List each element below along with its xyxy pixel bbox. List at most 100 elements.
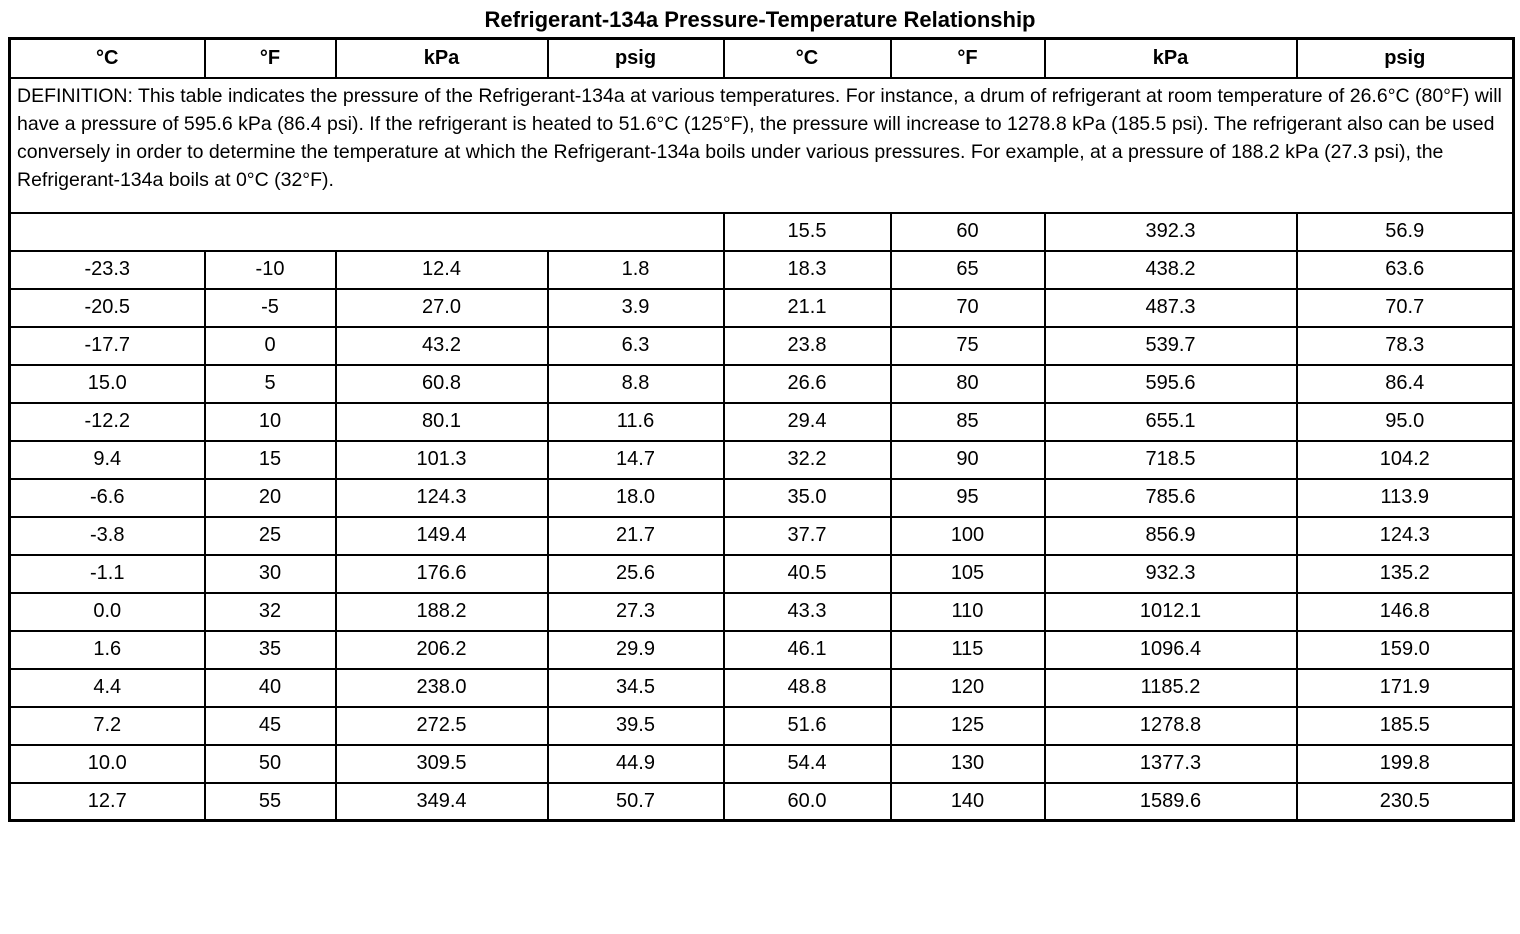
table-cell: 392.3: [1043, 211, 1298, 252]
table-cell: 15: [203, 439, 337, 480]
table-cell: 932.3: [1043, 553, 1298, 594]
table-row: -1.1 30 176.6 25.6 40.5 105 932.3 135.2: [8, 553, 1515, 594]
table-cell: 14.7: [546, 439, 725, 480]
definition-text: DEFINITION: This table indicates the pre…: [8, 76, 1515, 214]
column-header-celsius-right: °C: [722, 37, 892, 79]
table-cell: 113.9: [1295, 477, 1515, 518]
table-cell: 65: [889, 249, 1046, 290]
table-cell: 43.2: [334, 325, 549, 366]
table-cell: 171.9: [1295, 667, 1515, 708]
table-cell: 15.0: [8, 363, 206, 404]
table-body: 15.5 60 392.3 56.9 -23.3 -10 12.4 1.8 18.3 65 438.…: [8, 211, 1515, 822]
table-cell: 39.5: [546, 705, 725, 746]
table-cell: 26.6: [722, 363, 892, 404]
table-cell: 5: [203, 363, 337, 404]
table-cell: 32.2: [722, 439, 892, 480]
table-cell: 12.7: [8, 781, 206, 822]
table-cell: 78.3: [1295, 325, 1515, 366]
column-header-fahrenheit-left: °F: [203, 37, 337, 79]
column-header-kpa-left: kPa: [334, 37, 549, 79]
pressure-temperature-table: °C °F kPa psig °C °F kPa psig DEFINITION…: [8, 37, 1515, 822]
table-row: 4.4 40 238.0 34.5 48.8 120 1185.2 171.9: [8, 667, 1515, 708]
table-cell: 90: [889, 439, 1046, 480]
table-cell: -6.6: [8, 477, 206, 518]
table-cell: 60.0: [722, 781, 892, 822]
table-cell: -3.8: [8, 515, 206, 556]
column-header-psig-right: psig: [1295, 37, 1515, 79]
table-cell: 176.6: [334, 553, 549, 594]
table-cell: -23.3: [8, 249, 206, 290]
table-cell: 230.5: [1295, 781, 1515, 822]
table-cell: 23.8: [722, 325, 892, 366]
table-cell: 188.2: [334, 591, 549, 632]
table-cell: 95: [889, 477, 1046, 518]
table-cell: 595.6: [1043, 363, 1298, 404]
table-cell: 43.3: [722, 591, 892, 632]
table-cell: 60.8: [334, 363, 549, 404]
table-cell: 130: [889, 743, 1046, 784]
table-cell: 785.6: [1043, 477, 1298, 518]
table-cell: 438.2: [1043, 249, 1298, 290]
table-cell: 4.4: [8, 667, 206, 708]
table-cell: 80.1: [334, 401, 549, 442]
table-cell: 0: [203, 325, 337, 366]
table-cell: 238.0: [334, 667, 549, 708]
table-row: -23.3 -10 12.4 1.8 18.3 65 438.2 63.6: [8, 249, 1515, 290]
table-cell: 10: [203, 401, 337, 442]
table-cell: 35: [203, 629, 337, 670]
table-cell: 50.7: [546, 781, 725, 822]
table-cell: -17.7: [8, 325, 206, 366]
table-cell: 11.6: [546, 401, 725, 442]
column-header-psig-left: psig: [546, 37, 725, 79]
table-cell: 146.8: [1295, 591, 1515, 632]
table-cell: 85: [889, 401, 1046, 442]
table-cell: 0.0: [8, 591, 206, 632]
table-cell: 1185.2: [1043, 667, 1298, 708]
table-cell: 80: [889, 363, 1046, 404]
table-cell: 55: [203, 781, 337, 822]
table-cell: 40: [203, 667, 337, 708]
table-cell: 15.5: [722, 211, 892, 252]
column-header-kpa-right: kPa: [1043, 37, 1298, 79]
table-row: 0.0 32 188.2 27.3 43.3 110 1012.1 146.8: [8, 591, 1515, 632]
table-row: 15.5 60 392.3 56.9: [8, 211, 1515, 252]
table-cell: 75: [889, 325, 1046, 366]
table-cell: 25: [203, 515, 337, 556]
table-cell: 27.3: [546, 591, 725, 632]
table-cell: 56.9: [1295, 211, 1515, 252]
table-cell: 70: [889, 287, 1046, 328]
table-cell: 48.8: [722, 667, 892, 708]
table-cell: 1.8: [546, 249, 725, 290]
table-cell: 149.4: [334, 515, 549, 556]
table-cell: 1012.1: [1043, 591, 1298, 632]
column-header-fahrenheit-right: °F: [889, 37, 1046, 79]
column-header-celsius-left: °C: [8, 37, 206, 79]
table-cell: 18.3: [722, 249, 892, 290]
table-cell: 54.4: [722, 743, 892, 784]
table-cell: 29.9: [546, 629, 725, 670]
table-cell: 104.2: [1295, 439, 1515, 480]
table-row: 15.0 5 60.8 8.8 26.6 80 595.6 86.4: [8, 363, 1515, 404]
table-cell: 1377.3: [1043, 743, 1298, 784]
table-cell: 25.6: [546, 553, 725, 594]
page-title: Refrigerant-134a Pressure-Temperature Re…: [484, 7, 1036, 32]
table-cell: -1.1: [8, 553, 206, 594]
table-row: 9.4 15 101.3 14.7 32.2 90 718.5 104.2: [8, 439, 1515, 480]
table-cell: 86.4: [1295, 363, 1515, 404]
table-cell: 40.5: [722, 553, 892, 594]
table-cell: 46.1: [722, 629, 892, 670]
table-cell: 12.4: [334, 249, 549, 290]
table-cell: 159.0: [1295, 629, 1515, 670]
table-cell: 27.0: [334, 287, 549, 328]
table-cell: 50: [203, 743, 337, 784]
table-cell: 3.9: [546, 287, 725, 328]
table-cell: -10: [203, 249, 337, 290]
header-row: °C °F kPa psig °C °F kPa psig: [8, 37, 1515, 79]
table-cell: 34.5: [546, 667, 725, 708]
table-cell: 655.1: [1043, 401, 1298, 442]
table-cell: 110: [889, 591, 1046, 632]
table-cell: 8.8: [546, 363, 725, 404]
table-cell: 124.3: [334, 477, 549, 518]
table-cell: -20.5: [8, 287, 206, 328]
table-cell: 199.8: [1295, 743, 1515, 784]
